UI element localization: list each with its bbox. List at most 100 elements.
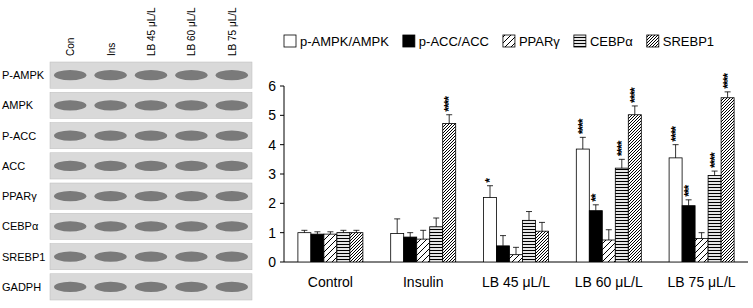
significance-label: **** <box>669 126 683 142</box>
blot-strip <box>50 183 252 209</box>
blot-band <box>135 70 167 80</box>
blot-strip <box>50 244 252 270</box>
blot-band <box>216 282 248 292</box>
y-tick <box>280 203 284 204</box>
blot-band <box>135 251 167 261</box>
y-tick-label: 6 <box>268 78 276 94</box>
blot-row-label: AMPK <box>2 99 34 111</box>
blot-row-label: CEBPα <box>2 220 39 232</box>
error-bar <box>446 115 452 124</box>
bar <box>311 234 324 262</box>
bar <box>430 227 443 262</box>
blot-strip <box>50 92 252 118</box>
blot-row-label: GADPH <box>2 281 41 293</box>
blot-band <box>216 70 248 80</box>
error-bar <box>487 186 493 198</box>
blot-column-label: LB 60 μL/L <box>186 7 197 56</box>
blot-band <box>54 221 86 231</box>
blot-strip <box>50 213 252 239</box>
bar <box>350 233 363 262</box>
x-tick-label: Control <box>308 274 353 290</box>
blot-band <box>54 100 86 110</box>
y-tick <box>280 115 284 116</box>
bar <box>484 197 497 262</box>
y-tick-label: 1 <box>268 225 276 241</box>
bar <box>337 233 350 262</box>
bar <box>497 246 510 262</box>
legend-swatch <box>503 35 515 47</box>
error-bar <box>539 222 545 231</box>
bar <box>417 239 430 262</box>
blot-band <box>135 221 167 231</box>
blot-band <box>54 70 86 80</box>
significance-label: **** <box>708 152 722 168</box>
blot-band <box>94 191 126 201</box>
blot-band <box>175 221 207 231</box>
error-bar <box>619 159 625 168</box>
blot-row-label: ACC <box>2 160 25 172</box>
bar <box>404 237 417 262</box>
blot-band <box>94 161 126 171</box>
blot-band <box>216 130 248 140</box>
significance-label: **** <box>721 73 735 89</box>
x-tick-label: LB 60 μL/L <box>575 274 643 290</box>
error-bar <box>712 171 718 175</box>
blot-band <box>94 282 126 292</box>
bar <box>523 220 536 262</box>
bar <box>510 255 523 262</box>
legend-label: p-ACC/ACC <box>419 34 489 49</box>
blot-band <box>94 251 126 261</box>
y-tick <box>280 86 284 87</box>
blot-band <box>94 70 126 80</box>
bar <box>602 240 615 262</box>
blot-band <box>94 221 126 231</box>
significance-label: * <box>483 178 497 183</box>
significance-label: ** <box>589 193 603 202</box>
blot-column-label: LB 45 μL/L <box>146 7 157 56</box>
bar <box>589 211 602 262</box>
blot-strip <box>50 62 252 88</box>
error-bar <box>606 230 612 240</box>
blot-row-label: P-AMPK <box>2 69 45 81</box>
y-tick <box>280 232 284 233</box>
error-bar <box>394 219 400 234</box>
error-bar <box>673 145 679 158</box>
blot-column-label: Con <box>65 38 76 56</box>
blot-band <box>216 161 248 171</box>
legend-swatch <box>403 35 415 47</box>
blot-strip <box>50 123 252 149</box>
figure: P-AMPKAMPKP-ACCACCPPARγCEBPαSREBP1GADPHC… <box>0 0 753 308</box>
significance-label: **** <box>615 140 629 156</box>
bar <box>576 149 589 262</box>
significance-label: **** <box>628 87 642 103</box>
bar <box>443 124 456 262</box>
blot-band <box>216 221 248 231</box>
blot-band <box>54 251 86 261</box>
x-tick-label: LB 45 μL/L <box>482 274 550 290</box>
blot-strip <box>50 274 252 300</box>
blot-band <box>94 130 126 140</box>
blot-band <box>135 130 167 140</box>
blot-band <box>175 282 207 292</box>
legend-label: p-AMPK/AMPK <box>300 34 389 49</box>
legend: p-AMPK/AMPKp-ACC/ACCPPARγCEBPαSREBP1 <box>284 34 714 49</box>
error-bar <box>340 230 346 232</box>
bar <box>615 168 628 262</box>
error-bar <box>301 230 307 232</box>
bar <box>682 206 695 262</box>
blot-band <box>54 282 86 292</box>
blot-band <box>94 100 126 110</box>
bar <box>669 158 682 262</box>
bar <box>298 233 311 262</box>
blot-band <box>175 100 207 110</box>
error-bar <box>433 218 439 227</box>
significance-label: *** <box>682 184 696 196</box>
blot-row-label: PPARγ <box>2 190 37 202</box>
error-bar <box>580 137 586 149</box>
blot-band <box>216 191 248 201</box>
blot-band <box>54 130 86 140</box>
error-bar <box>593 205 599 211</box>
blot-band <box>135 191 167 201</box>
blot-band <box>135 100 167 110</box>
error-bar <box>500 236 506 246</box>
